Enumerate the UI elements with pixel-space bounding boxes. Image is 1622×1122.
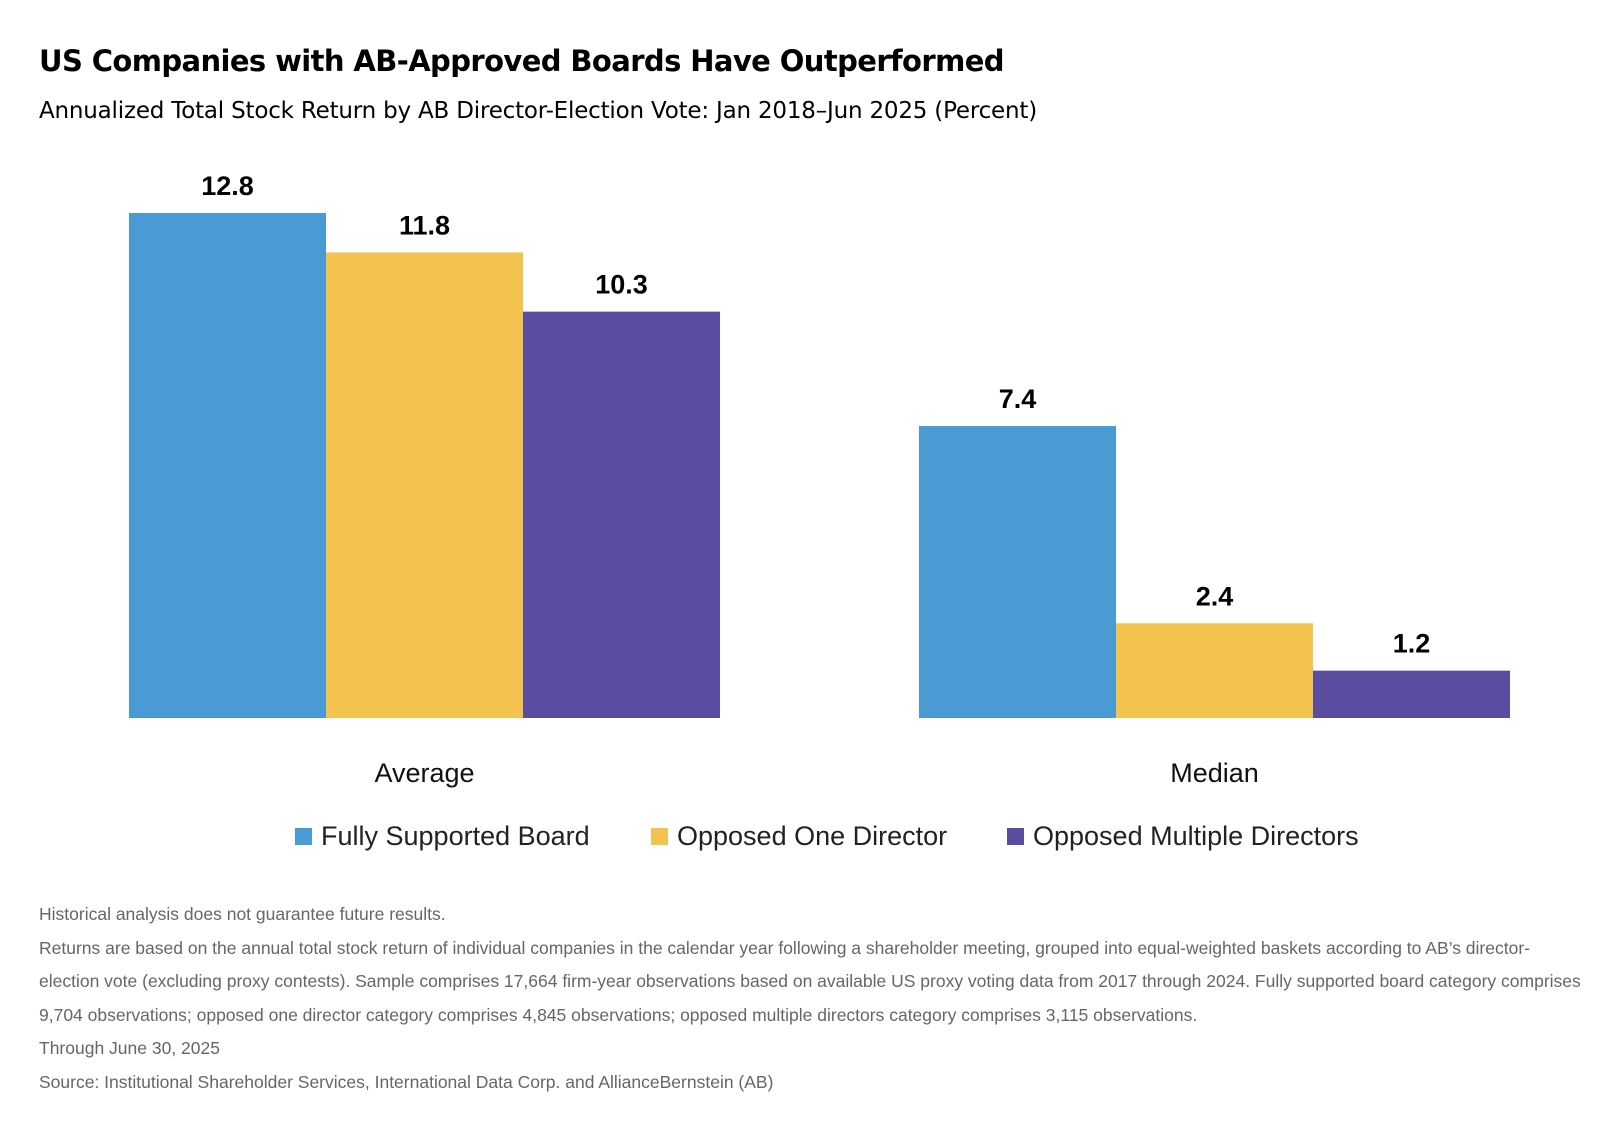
chart-legend: Fully Supported Board Opposed One Direct… (0, 821, 1622, 861)
legend-swatch-fully-supported (295, 828, 312, 845)
category-label-average: Average (374, 758, 474, 788)
legend-swatch-opposed-multiple (1007, 828, 1024, 845)
bar-average-opposed-multiple (523, 311, 720, 718)
legend-label-opposed-multiple: Opposed Multiple Directors (1033, 821, 1359, 851)
bar-median-opposed-one (1116, 623, 1313, 718)
chart-notes: Historical analysis does not guarantee f… (39, 898, 1584, 1099)
legend-label-opposed-one: Opposed One Director (677, 821, 948, 851)
legend-swatch-opposed-one (651, 828, 668, 845)
data-label-average-opposed-multiple: 10.3 (595, 270, 648, 300)
data-label-median-opposed-multiple: 1.2 (1393, 629, 1431, 659)
legend-item-opposed-multiple: Opposed Multiple Directors (1007, 821, 1359, 852)
methodology-note: Returns are based on the annual total st… (39, 937, 1581, 1025)
source-note: Source: Institutional Shareholder Servic… (39, 1071, 774, 1092)
legend-item-opposed-one: Opposed One Director (651, 821, 947, 852)
legend-item-fully-supported: Fully Supported Board (295, 821, 590, 852)
disclaimer-note: Historical analysis does not guarantee f… (39, 904, 446, 924)
bar-chart: 12.8 11.8 10.3 Average 7.4 2.4 1.2 Median (129, 171, 1510, 788)
date-note: Through June 30, 2025 (39, 1038, 220, 1058)
bar-median-fully-supported (919, 426, 1116, 718)
data-label-median-fully-supported: 7.4 (999, 384, 1037, 414)
bar-average-opposed-one (326, 252, 523, 718)
bar-average-fully-supported (129, 213, 326, 718)
chart-title: US Companies with AB-Approved Boards Hav… (39, 44, 1005, 78)
bar-median-opposed-multiple (1313, 670, 1510, 718)
data-label-median-opposed-one: 2.4 (1196, 581, 1234, 611)
category-label-median: Median (1170, 758, 1259, 788)
chart-subtitle: Annualized Total Stock Return by AB Dire… (39, 98, 1037, 124)
data-label-average-opposed-one: 11.8 (399, 210, 450, 240)
data-label-average-fully-supported: 12.8 (201, 171, 254, 201)
legend-label-fully-supported: Fully Supported Board (321, 821, 590, 851)
